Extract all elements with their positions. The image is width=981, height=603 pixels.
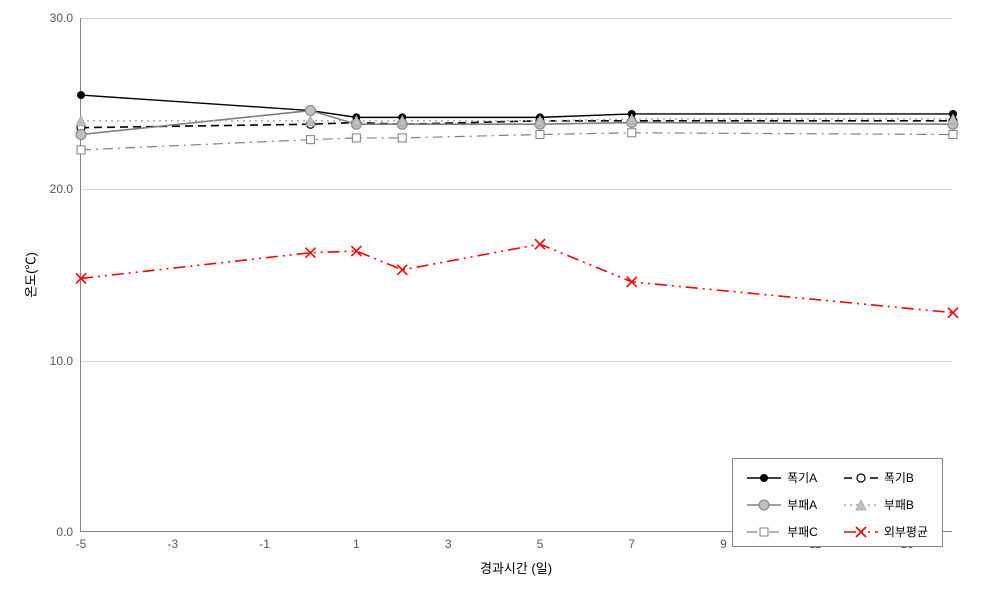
series-marker-outside_avg: [397, 265, 407, 275]
series-marker-dec_b: [305, 116, 315, 126]
series-marker-dec_c: [306, 136, 314, 144]
series-marker-outside_avg: [535, 239, 545, 249]
x-axis-title: 경과시간 (일): [480, 558, 552, 577]
legend-swatch-icon: [844, 471, 878, 485]
legend-swatch-icon: [747, 471, 781, 485]
legend-swatch-icon: [844, 525, 878, 539]
series-marker-dec_c: [628, 129, 636, 137]
series-marker-dec_a: [76, 130, 86, 140]
series-line-dec_c: [81, 133, 953, 150]
series-marker-dec_c: [949, 131, 957, 139]
series-marker-dec_c: [352, 134, 360, 142]
plot-area: 0.010.020.030.0-5-3-1135791113: [80, 18, 952, 532]
x-tick-label: -3: [167, 531, 178, 551]
legend-label: 외부평균: [884, 523, 928, 540]
x-tick-label: 5: [537, 531, 544, 551]
legend-label: 부패A: [787, 496, 817, 513]
legend-label: 폭기A: [787, 469, 817, 486]
legend-label: 부패C: [787, 523, 818, 540]
x-tick-label: 3: [445, 531, 452, 551]
legend-label: 부패B: [884, 496, 914, 513]
series-marker-dec_b: [76, 116, 86, 126]
legend-swatch-icon: [844, 498, 878, 512]
series-marker-aer_a: [77, 91, 85, 99]
series-line-aer_a: [81, 95, 953, 117]
chart-legend: 폭기A 폭기B 부패A 부패B 부패C 외부평균: [732, 458, 943, 547]
series-layer: [81, 18, 953, 532]
series-marker-dec_a: [305, 106, 315, 116]
legend-swatch-icon: [747, 525, 781, 539]
series-marker-dec_c: [398, 134, 406, 142]
x-tick-label: 9: [720, 531, 727, 551]
legend-swatch-icon: [747, 498, 781, 512]
temperature-line-chart: 0.010.020.030.0-5-3-1135791113 온도(℃) 경과시…: [0, 0, 981, 603]
legend-item-outside_avg: 외부평균: [844, 523, 928, 540]
y-tick-label: 30.0: [50, 11, 81, 25]
series-line-outside_avg: [81, 244, 953, 313]
y-tick-label: 20.0: [50, 182, 81, 196]
legend-item-dec_c: 부패C: [747, 523, 818, 540]
legend-item-aer_b: 폭기B: [844, 469, 928, 486]
legend-item-dec_a: 부패A: [747, 496, 818, 513]
x-tick-label: -1: [259, 531, 270, 551]
y-axis-title: 온도(℃): [21, 252, 40, 298]
legend-label: 폭기B: [884, 469, 914, 486]
legend-item-dec_b: 부패B: [844, 496, 928, 513]
x-tick-label: -5: [76, 531, 87, 551]
series-marker-dec_c: [536, 131, 544, 139]
series-marker-outside_avg: [948, 308, 958, 318]
x-tick-label: 1: [353, 531, 360, 551]
series-marker-dec_c: [77, 146, 85, 154]
y-tick-label: 10.0: [50, 354, 81, 368]
legend-item-aer_a: 폭기A: [747, 469, 818, 486]
x-tick-label: 7: [628, 531, 635, 551]
